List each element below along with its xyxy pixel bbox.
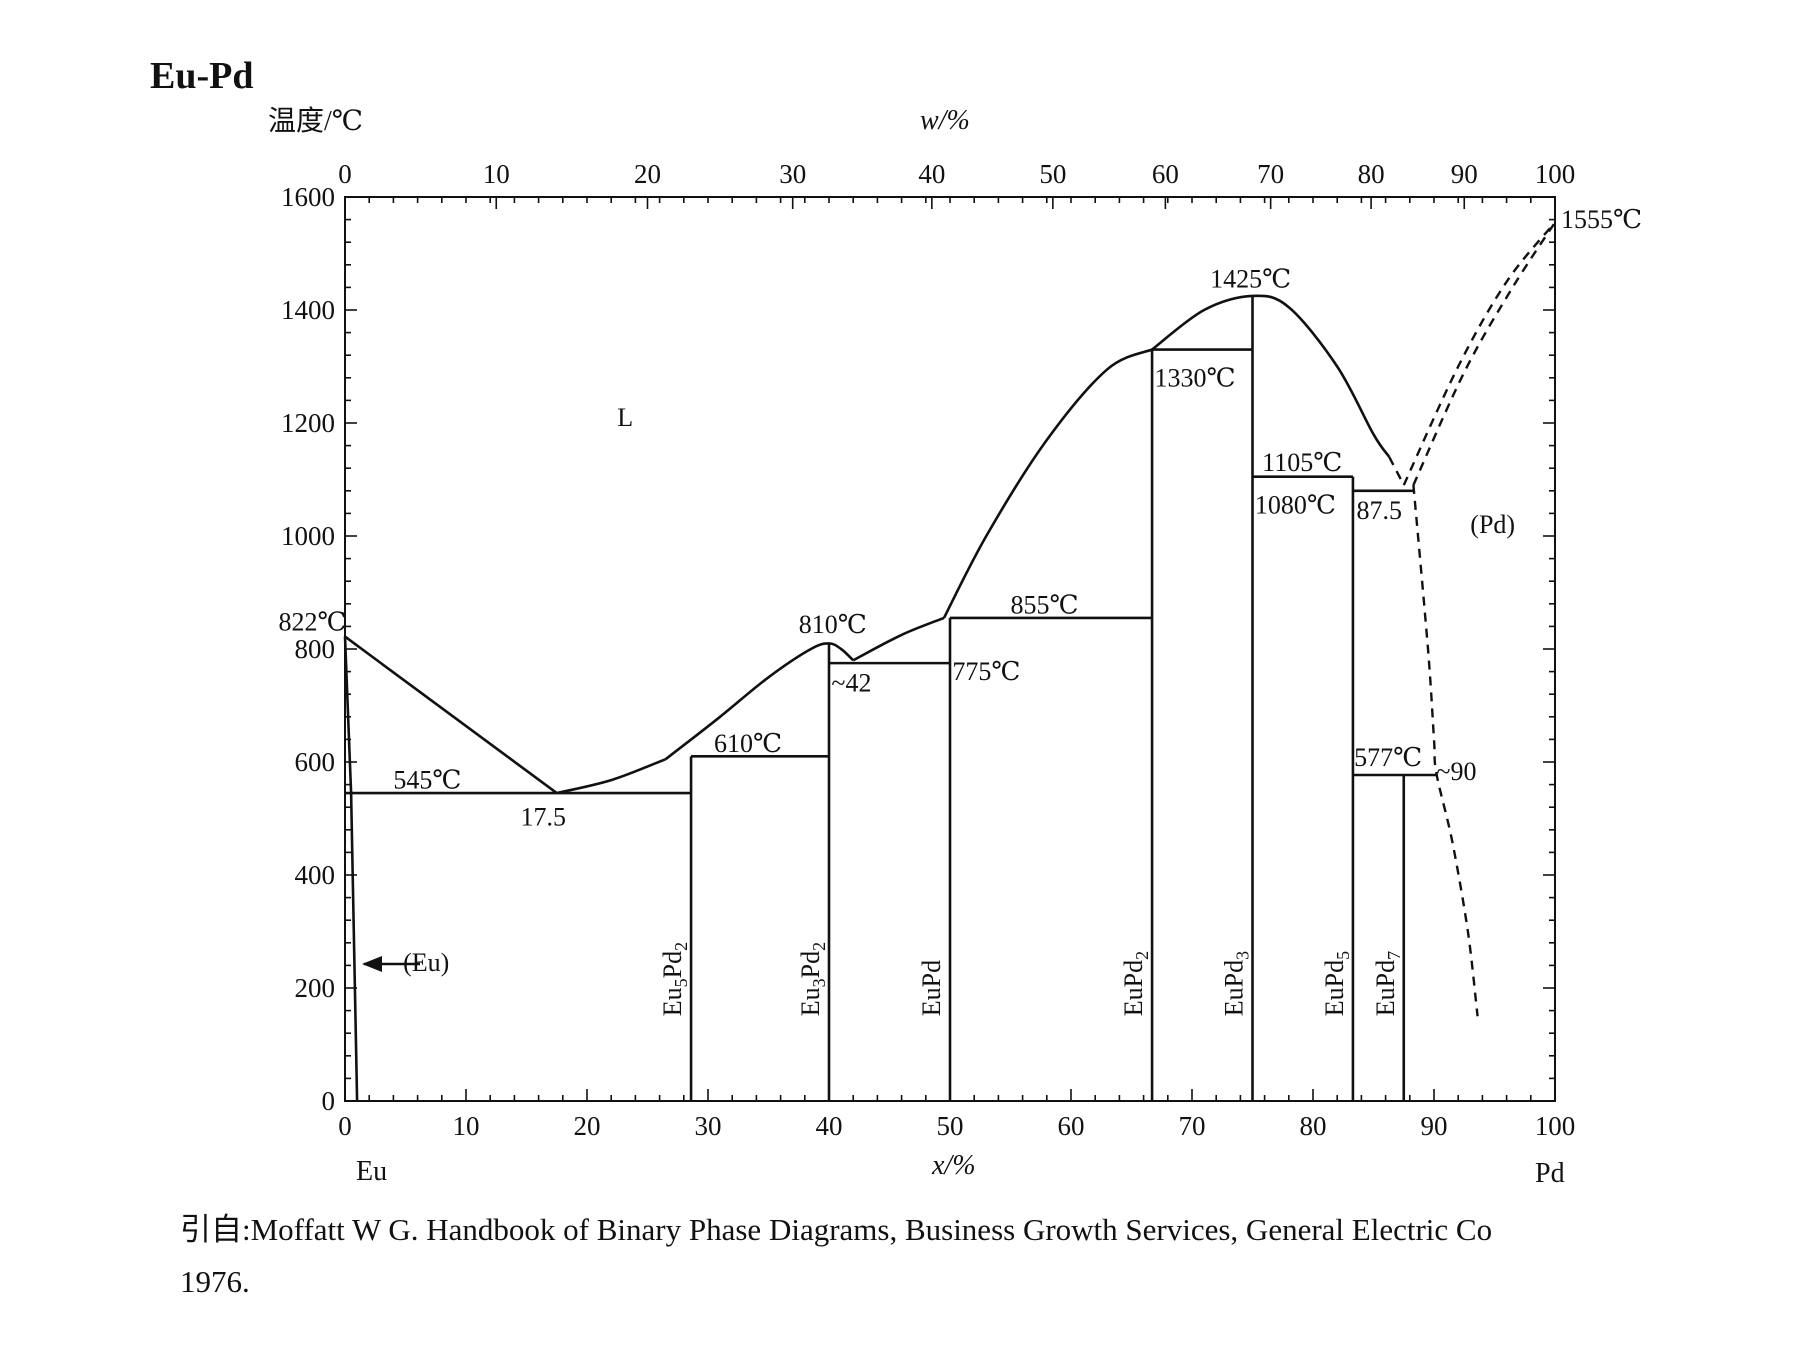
- temperature-annotation: 810℃: [799, 610, 867, 639]
- compound-label: Eu5Pd2: [658, 942, 691, 1016]
- temperature-annotation: 545℃: [393, 766, 461, 795]
- compound-label-part: Pd: [658, 951, 687, 978]
- x-tick-label: 30: [695, 1111, 722, 1141]
- y-tick-label: 0: [322, 1086, 336, 1116]
- compound-label-subscript: 3: [809, 978, 829, 987]
- temperature-annotation: ~42: [831, 668, 871, 697]
- x-tick-label: 50: [937, 1111, 964, 1141]
- liquidus-curve: [1151, 294, 1391, 458]
- compound-label: EuPd: [917, 960, 946, 1016]
- compound-label-part: Eu: [796, 987, 825, 1016]
- liquidus-curve: [664, 642, 855, 761]
- phase-region-label: (Pd): [1470, 510, 1515, 539]
- w-tick-label: 80: [1358, 159, 1385, 189]
- source-citation-line2: 1976.: [180, 1264, 250, 1299]
- x-tick-label: 70: [1179, 1111, 1206, 1141]
- compound-label-part: Eu: [658, 987, 687, 1016]
- compound-label-subscript: 5: [671, 978, 691, 987]
- phase-boundaries: [343, 221, 1557, 1102]
- tick-labels: 0 10 20 30 40 50 60 70 80 90 1000 10 20 30 40 50 60 70 80 9…: [281, 159, 1575, 1141]
- compound-label-subscript: 2: [809, 942, 829, 951]
- compound-label: EuPd5: [1320, 951, 1353, 1016]
- y-tick-label: 1400: [281, 295, 335, 325]
- compound-label-subscript: 3: [1233, 951, 1253, 960]
- compound-label-part: EuPd: [917, 960, 946, 1016]
- figure-title: Eu-Pd: [150, 55, 253, 97]
- liquidus-curve: [344, 635, 558, 795]
- compound-label-part: EuPd: [1119, 960, 1148, 1016]
- pd-solvus-dashed-curve: [1412, 484, 1479, 1017]
- x-axis-label: x/%: [931, 1150, 976, 1181]
- w-tick-label: 60: [1152, 159, 1179, 189]
- y-tick-label: 1200: [281, 408, 335, 438]
- w-tick-label: 100: [1535, 159, 1576, 189]
- y-tick-label: 600: [295, 747, 336, 777]
- x-tick-label: 100: [1535, 1111, 1576, 1141]
- temperature-annotation: 1425℃: [1210, 264, 1291, 293]
- temperature-annotation: 1080℃: [1255, 490, 1336, 519]
- w-tick-label: 10: [483, 159, 510, 189]
- compound-label-subscript: 2: [671, 942, 691, 951]
- pd-endpoint-label: Pd: [1535, 1158, 1565, 1189]
- compound-label: Eu3Pd2: [796, 942, 829, 1016]
- liquidus-curve: [556, 757, 667, 795]
- eu-solvus-line: [343, 636, 359, 1102]
- x-tick-label: 10: [453, 1111, 480, 1141]
- phase-region-label: L: [617, 403, 633, 432]
- eu-arrow-head: [362, 956, 382, 972]
- w-tick-label: 30: [779, 159, 806, 189]
- compound-label-part: EuPd: [1320, 960, 1349, 1016]
- x-tick-label: 60: [1058, 1111, 1085, 1141]
- x-tick-label: 20: [574, 1111, 601, 1141]
- liquidus-curve: [942, 348, 1153, 619]
- liquidus-curve: [852, 616, 945, 662]
- liquidus-dashed-curve: [1388, 456, 1405, 486]
- temperature-annotation: 1555℃: [1561, 205, 1642, 234]
- w-tick-label: 50: [1039, 159, 1066, 189]
- w-tick-label: 90: [1451, 159, 1478, 189]
- temperature-annotation: 1105℃: [1262, 448, 1342, 477]
- top-axis-label: w/%: [920, 105, 970, 136]
- compound-label: EuPd2: [1119, 951, 1152, 1016]
- eu-phase-arrow: [362, 956, 420, 972]
- temperature-annotation: 87.5: [1357, 496, 1403, 525]
- y-tick-label: 1600: [281, 182, 335, 212]
- w-tick-label: 40: [918, 159, 945, 189]
- liquidus-dashed-curve: [1412, 221, 1557, 486]
- y-tick-label: 200: [295, 973, 336, 1003]
- compound-label-part: EuPd: [1220, 960, 1249, 1016]
- compound-label: EuPd7: [1371, 951, 1404, 1016]
- liquidus-dashed-curve: [1402, 221, 1556, 486]
- temperature-annotation: ~90: [1436, 757, 1476, 786]
- y-tick-label: 400: [295, 860, 336, 890]
- temperature-annotation: 577℃: [1354, 743, 1422, 772]
- temperature-annotation: 1330℃: [1154, 363, 1235, 392]
- y-tick-label: 800: [295, 634, 336, 664]
- compound-label-part: Pd: [796, 951, 825, 978]
- y-tick-label: 1000: [281, 521, 335, 551]
- compound-label: EuPd3: [1220, 951, 1253, 1016]
- w-tick-label: 70: [1257, 159, 1284, 189]
- compound-label-subscript: 5: [1333, 951, 1353, 960]
- x-tick-label: 40: [816, 1111, 843, 1141]
- temperature-annotation: 17.5: [520, 802, 566, 831]
- compound-label-part: EuPd: [1371, 960, 1400, 1016]
- w-tick-label: 0: [338, 159, 352, 189]
- compound-label-subscript: 7: [1384, 951, 1404, 960]
- y-axis-label: 温度/℃: [268, 105, 363, 137]
- source-citation-line1: 引自:Moffatt W G. Handbook of Binary Phase…: [180, 1212, 1492, 1247]
- temperature-annotation: 822℃: [278, 607, 346, 636]
- x-tick-label: 90: [1421, 1111, 1448, 1141]
- x-tick-label: 0: [338, 1111, 352, 1141]
- w-tick-label: 20: [634, 159, 661, 189]
- temperature-annotation: 610℃: [714, 729, 782, 758]
- phase-region-label: (Eu): [403, 948, 449, 977]
- temperature-annotation: 775℃: [952, 657, 1020, 686]
- eu-endpoint-label: Eu: [356, 1156, 387, 1187]
- x-tick-label: 80: [1300, 1111, 1327, 1141]
- temperature-annotation: 855℃: [1011, 590, 1079, 619]
- compound-label-subscript: 2: [1132, 951, 1152, 960]
